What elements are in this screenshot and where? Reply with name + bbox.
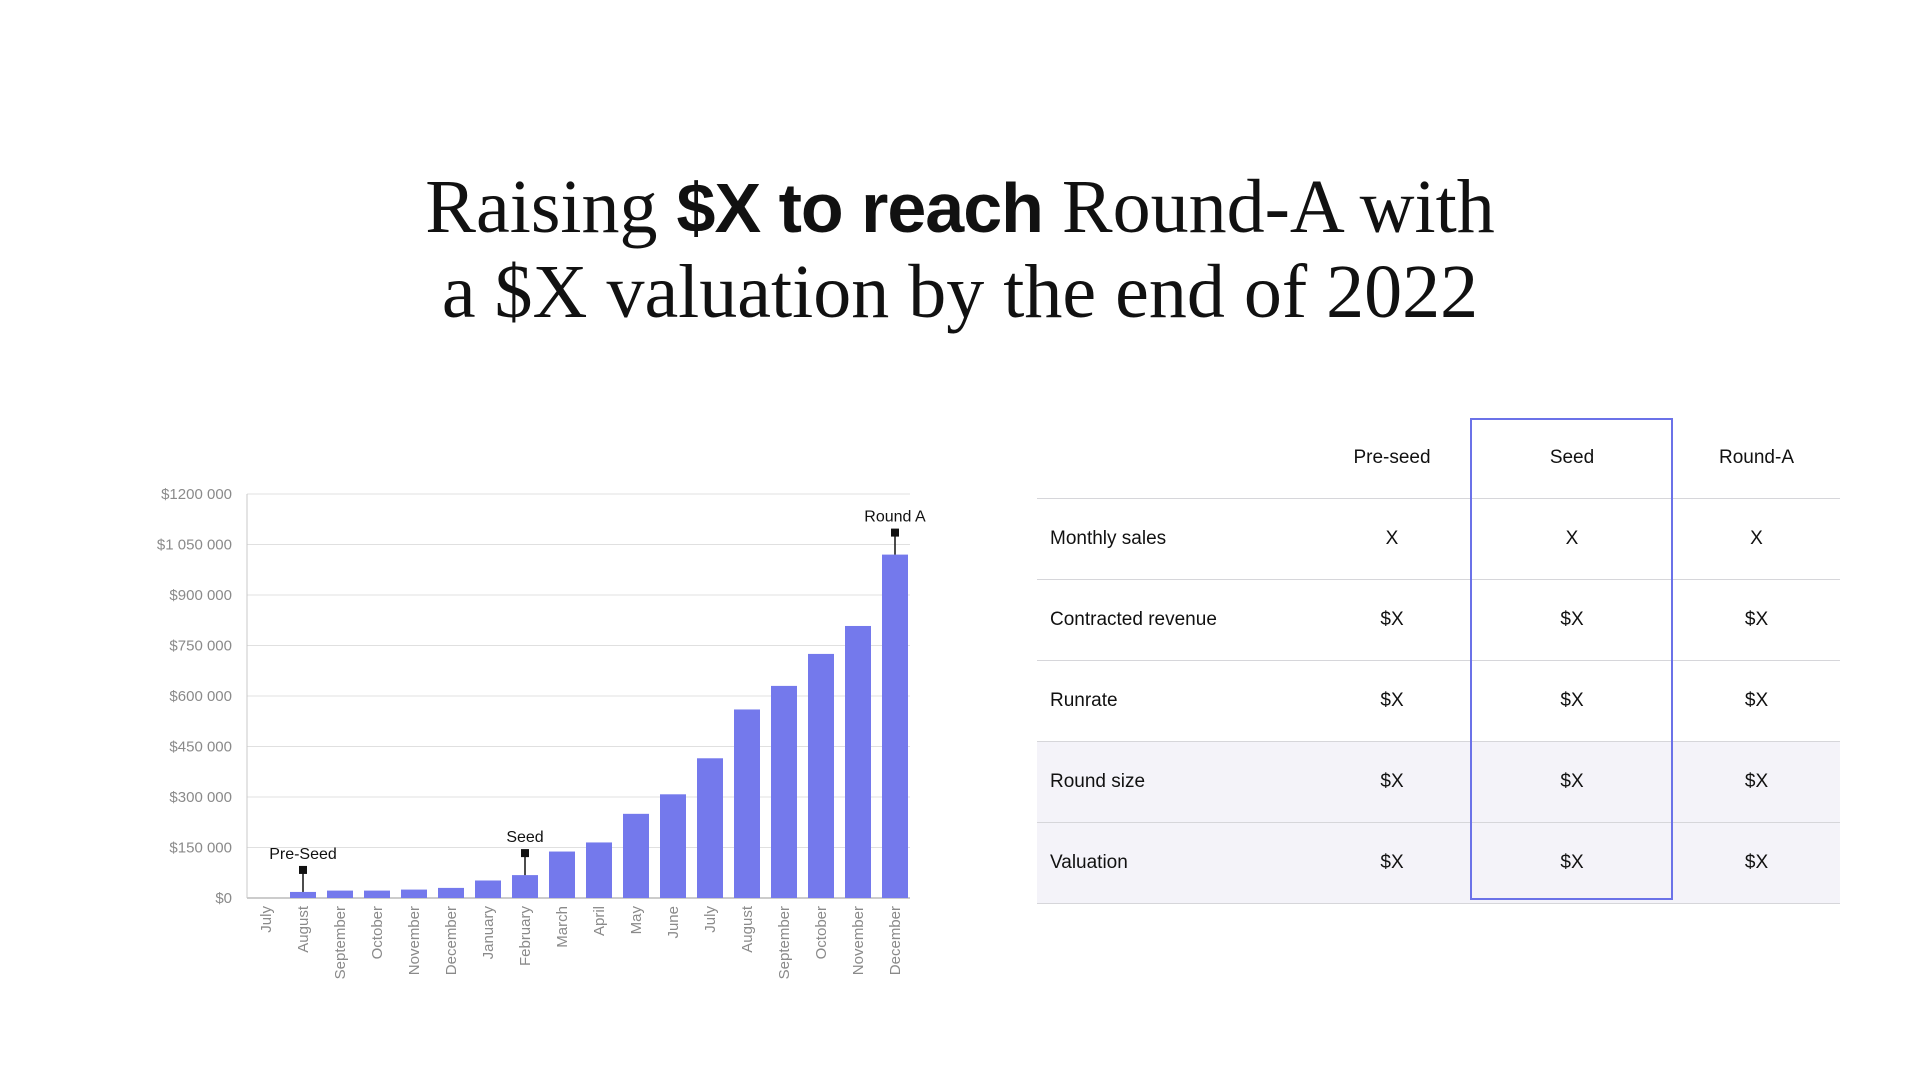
x-tick-label: March xyxy=(554,906,571,948)
title-line1-end: Round-A with xyxy=(1042,165,1495,249)
bar xyxy=(290,891,316,898)
x-tick-label: April xyxy=(591,906,608,936)
y-tick-label: $150 000 xyxy=(169,840,232,857)
cell-value: $X xyxy=(1673,822,1840,904)
row-label: Runrate xyxy=(1037,660,1313,742)
row-label: Monthly sales xyxy=(1037,498,1313,580)
header-seed: Seed xyxy=(1549,447,1595,468)
bar xyxy=(401,889,427,898)
cell-value: $X xyxy=(1673,579,1840,661)
bar xyxy=(549,851,575,898)
row-label: Round size xyxy=(1037,741,1313,823)
bar xyxy=(660,794,686,898)
x-tick-label: June xyxy=(665,906,682,939)
x-tick-label: August xyxy=(739,905,756,953)
cell-value: $X xyxy=(1673,660,1840,742)
cell-value: $X xyxy=(1313,741,1471,823)
y-tick-label: $1200 000 xyxy=(161,486,232,503)
cell-value: $X xyxy=(1313,579,1471,661)
y-tick-label: $900 000 xyxy=(169,587,232,604)
title-line2: a $X valuation by the end of 2022 xyxy=(441,250,1479,334)
cell-value: $X xyxy=(1471,822,1673,904)
title-line1-bold: $X to reach xyxy=(676,169,1044,247)
bar xyxy=(734,709,760,898)
y-tick-label: $0 xyxy=(215,890,232,907)
x-tick-label: October xyxy=(813,906,830,959)
bar xyxy=(364,890,390,898)
annotation-marker xyxy=(891,528,899,537)
x-tick-label: August xyxy=(295,905,312,953)
table-row: Contracted revenue $X $X $X xyxy=(1037,579,1840,661)
cell-value: $X xyxy=(1313,822,1471,904)
x-tick-label: December xyxy=(443,906,460,975)
x-tick-label: July xyxy=(258,906,275,933)
y-tick-label: $600 000 xyxy=(169,688,232,705)
table-row: Monthly sales X X X xyxy=(1037,498,1840,580)
cell-value: X xyxy=(1673,498,1840,580)
bar xyxy=(845,625,871,898)
table-row: Round size $X $X $X xyxy=(1037,741,1840,823)
annotation-label: Round A xyxy=(864,509,926,526)
x-tick-label: January xyxy=(480,906,497,960)
bar xyxy=(438,887,464,898)
x-tick-label: November xyxy=(850,906,867,975)
cell-value: $X xyxy=(1673,741,1840,823)
bar xyxy=(882,554,908,898)
x-tick-label: October xyxy=(369,906,386,959)
bar xyxy=(475,880,501,898)
header-blank xyxy=(1037,418,1313,499)
x-tick-label: July xyxy=(702,906,719,933)
bar xyxy=(808,653,834,898)
y-tick-label: $1 050 000 xyxy=(157,537,232,554)
table-row: Runrate $X $X $X xyxy=(1037,660,1840,742)
annotation-marker xyxy=(299,865,307,874)
revenue-bar-chart: $0 $150 000 $300 000 $450 000 $600 000 $750 0… xyxy=(157,486,926,979)
bar xyxy=(771,685,797,898)
bar xyxy=(327,890,353,898)
annotation-label: Seed xyxy=(506,829,543,846)
bar xyxy=(512,875,538,898)
x-tick-label: September xyxy=(776,906,793,979)
table-row: Valuation $X $X $X xyxy=(1037,822,1840,904)
header-round-a: Round-A xyxy=(1719,447,1794,468)
row-label: Valuation xyxy=(1037,822,1313,904)
annotation-marker xyxy=(521,849,529,858)
bar xyxy=(697,758,723,898)
x-tick-label: February xyxy=(517,906,534,967)
slide-title: Raising $X to reach Round-A with a $X va… xyxy=(0,165,1920,334)
y-tick-label: $450 000 xyxy=(169,739,232,756)
cell-value: X xyxy=(1471,498,1673,580)
funding-table: Pre-seed Seed Round-A Monthly sales X X … xyxy=(1037,418,1840,904)
table-header-row: Pre-seed Seed Round-A xyxy=(1037,418,1840,499)
x-tick-label: December xyxy=(887,906,904,975)
bar xyxy=(623,813,649,898)
funding-table-container: Pre-seed Seed Round-A Monthly sales X X … xyxy=(1037,418,1840,904)
cell-value: X xyxy=(1313,498,1471,580)
x-tick-label: November xyxy=(406,906,423,975)
cell-value: $X xyxy=(1471,579,1673,661)
cell-value: $X xyxy=(1471,741,1673,823)
header-pre-seed: Pre-seed xyxy=(1353,447,1431,468)
title-line1-start: Raising xyxy=(425,165,677,249)
annotation-label: Pre-Seed xyxy=(269,846,337,863)
x-tick-label: September xyxy=(332,906,349,979)
y-tick-label: $750 000 xyxy=(169,638,232,655)
cell-value: $X xyxy=(1313,660,1471,742)
y-tick-label: $300 000 xyxy=(169,789,232,806)
row-label: Contracted revenue xyxy=(1037,579,1313,661)
x-tick-label: May xyxy=(628,906,645,935)
bar xyxy=(586,842,612,898)
cell-value: $X xyxy=(1471,660,1673,742)
